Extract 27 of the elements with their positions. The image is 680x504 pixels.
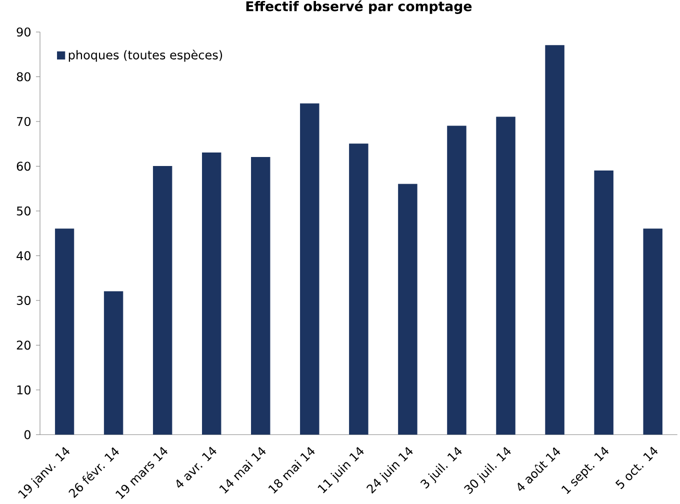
x-tick-label: 4 avr. 14 — [176, 446, 216, 488]
bar — [104, 291, 124, 435]
bar — [398, 184, 418, 435]
y-tick-label: 70 — [17, 116, 30, 126]
bar — [54, 228, 74, 435]
y-tick-label: 0 — [24, 430, 30, 440]
y-tick-label: 50 — [16, 206, 30, 216]
bar — [202, 152, 222, 435]
bar — [496, 116, 516, 435]
legend-label: phoques (toutes espèces) — [68, 50, 222, 62]
y-tick-label: 30 — [16, 296, 30, 305]
y-tick-label: 40 — [16, 251, 30, 260]
bar — [545, 45, 564, 435]
bar — [152, 166, 172, 435]
y-tick-label: 90 — [16, 27, 30, 37]
bar — [594, 170, 614, 435]
x-tick-label: 5 oct. 14 — [615, 446, 658, 490]
bar — [251, 157, 270, 435]
bar — [349, 144, 368, 435]
y-tick-label: 80 — [16, 72, 30, 82]
y-tick-label: 60 — [16, 162, 30, 171]
y-tick-label: 10 — [17, 385, 30, 394]
bar — [300, 103, 320, 435]
y-tick-label: 20 — [16, 340, 30, 350]
bar — [643, 228, 662, 435]
chart-title: Effectif observé par comptage — [246, 0, 472, 14]
bar — [447, 126, 466, 435]
